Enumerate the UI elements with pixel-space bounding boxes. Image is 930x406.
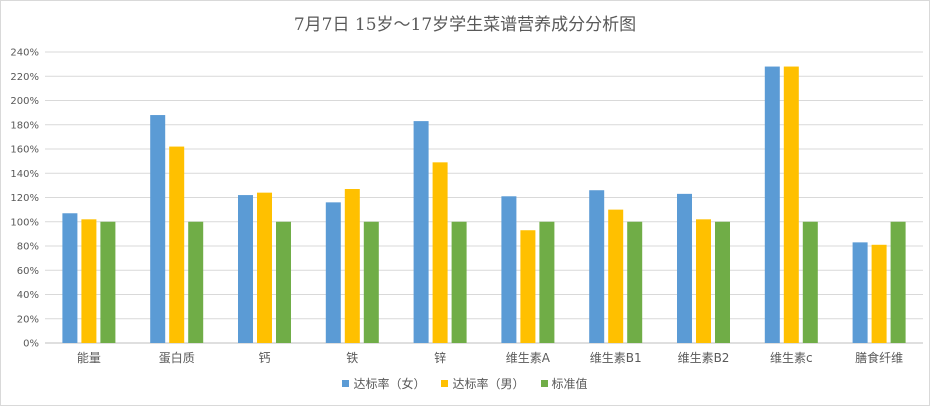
x-tick-label: 维生素B2 — [678, 351, 730, 365]
x-tick-label: 维生素c — [770, 351, 813, 365]
bar — [363, 221, 379, 343]
bar — [413, 121, 429, 343]
x-tick-label: 钙 — [258, 351, 270, 365]
y-tick-label: 240% — [10, 48, 39, 59]
legend-item: 标准值 — [540, 375, 588, 392]
bar — [802, 221, 818, 343]
y-tick-label: 220% — [10, 72, 39, 83]
bar — [783, 66, 799, 344]
legend-item: 达标率（女） — [342, 375, 425, 392]
bar — [677, 193, 692, 343]
y-tick-label: 160% — [10, 145, 39, 156]
x-tick-label: 维生素A — [506, 351, 551, 365]
bar — [608, 209, 624, 343]
y-tick-label: 20% — [17, 314, 39, 325]
y-tick-label: 100% — [10, 217, 39, 228]
bar — [520, 230, 536, 343]
bar — [150, 115, 166, 343]
bar — [100, 221, 116, 343]
bar — [871, 244, 887, 343]
y-tick-label: 80% — [17, 242, 39, 253]
legend-swatch — [441, 380, 449, 387]
legend-label: 标准值 — [551, 377, 588, 391]
bar — [276, 221, 291, 343]
bar — [344, 189, 360, 343]
y-tick-label: 40% — [17, 290, 39, 301]
bar — [890, 221, 906, 343]
bar — [62, 213, 78, 343]
chart-title: 7月7日 15岁～17岁学生菜谱营养成分分析图 — [293, 15, 637, 35]
y-tick-label: 60% — [17, 266, 39, 277]
bar — [257, 192, 272, 343]
bar — [451, 221, 467, 343]
bar — [852, 242, 868, 343]
x-tick-label: 维生素B1 — [590, 351, 642, 365]
bar — [81, 219, 97, 343]
legend-swatch — [342, 380, 350, 387]
x-tick-label: 蛋白质 — [159, 350, 195, 365]
bar — [589, 190, 605, 343]
bar — [539, 221, 555, 343]
legend-label: 达标率（男） — [452, 377, 525, 391]
bar — [238, 195, 253, 343]
bar — [764, 66, 780, 344]
y-tick-label: 0% — [23, 339, 39, 350]
bar — [432, 162, 448, 343]
x-tick-label: 锌 — [434, 351, 446, 365]
y-tick-label: 180% — [10, 120, 39, 131]
x-tick-label: 能量 — [77, 351, 101, 365]
y-tick-label: 140% — [10, 169, 39, 180]
x-tick-label: 铁 — [346, 351, 358, 365]
bar — [188, 221, 204, 343]
y-tick-label: 120% — [10, 193, 39, 204]
legend-item: 达标率（男） — [441, 375, 525, 392]
x-tick-label: 膳食纤维 — [855, 350, 903, 365]
bar — [169, 146, 185, 343]
bar — [696, 219, 711, 343]
bar — [501, 196, 517, 343]
bar — [715, 221, 730, 343]
legend-label: 达标率（女） — [353, 377, 426, 391]
legend: 达标率（女） 达标率（男） 标准值 — [1, 375, 929, 392]
legend-swatch — [540, 380, 548, 387]
y-tick-label: 200% — [10, 96, 39, 107]
bar — [627, 221, 643, 343]
bar — [325, 202, 341, 343]
